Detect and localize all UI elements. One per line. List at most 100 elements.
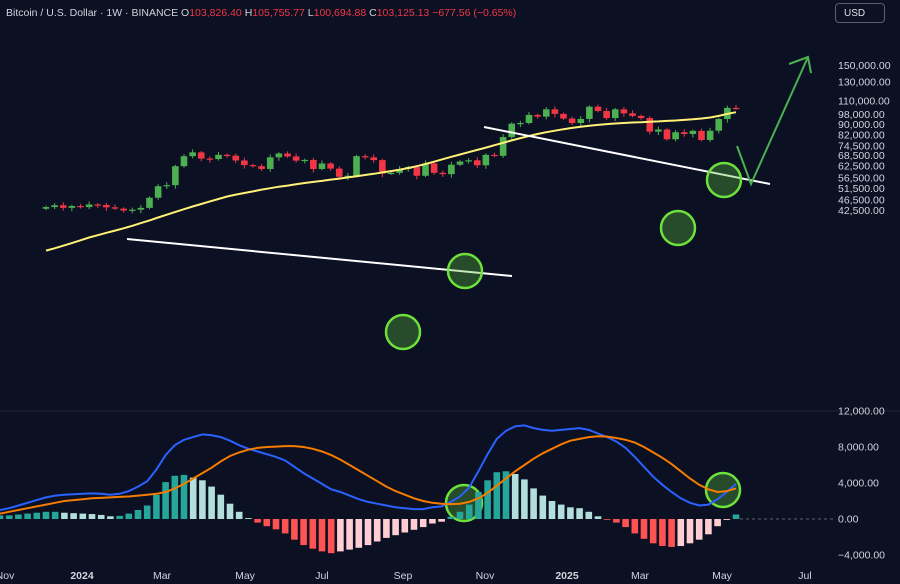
macd-histogram-bar [107, 516, 114, 519]
open-label: O [181, 7, 190, 19]
price-tick-label: 42,500.00 [838, 205, 885, 217]
macd-histogram-bar [521, 479, 528, 519]
highlight-circle [705, 161, 743, 199]
macd-histogram-bar [714, 519, 721, 527]
macd-histogram-bar [447, 516, 455, 519]
macd-histogram-bar [5, 515, 13, 519]
time-tick-label: 2025 [555, 570, 579, 582]
candle-body [603, 111, 610, 119]
candle-body [249, 165, 257, 167]
price-tick-label: 51,500.00 [838, 183, 885, 195]
macd-histogram-bar [24, 513, 31, 519]
macd-histogram-bar [180, 474, 188, 519]
macd-histogram-bar [723, 519, 731, 520]
macd-histogram-bar [686, 519, 694, 544]
macd-histogram-bar [631, 519, 639, 534]
time-tick-label: May [235, 570, 256, 582]
candle-body [706, 130, 714, 140]
candle-body [146, 197, 153, 208]
highlight-circle [446, 252, 484, 290]
macd-histogram-bar [15, 514, 22, 519]
time-tick-label: Nov [476, 570, 495, 582]
candle-body [611, 109, 619, 119]
macd-histogram-bar [337, 519, 344, 552]
projection-arrow [736, 56, 809, 187]
macd-histogram-bar [346, 519, 353, 550]
macd-histogram-bar [548, 501, 556, 519]
macd-histogram-bar [567, 507, 574, 519]
candle-body [241, 160, 248, 166]
macd-histogram-bar [51, 511, 59, 519]
macd-histogram-bar [484, 480, 491, 519]
candle-body [232, 155, 240, 161]
macd-tick-label: 0.00 [838, 514, 859, 526]
macd-histogram-bar [511, 474, 519, 519]
time-tick-label: Mar [631, 570, 650, 582]
macd-histogram-bar [594, 516, 602, 519]
macd-histogram-bar [475, 492, 482, 519]
candle-body [568, 118, 576, 124]
candle-body [120, 208, 127, 211]
candle-body [172, 166, 179, 186]
candle-body [128, 209, 136, 211]
macd-histogram-bar [33, 512, 41, 519]
candle-body [284, 153, 291, 157]
candle-body [525, 114, 533, 124]
price-tick-label: 150,000.00 [838, 60, 891, 72]
macd-histogram-bar [530, 488, 537, 519]
candle-body [542, 109, 550, 117]
macd-pane: 12,000.00 8,000.00 4,000.00 0.00 −4,000.00 [0, 406, 885, 562]
macd-histogram-bar [245, 518, 252, 519]
candle-body [77, 206, 84, 208]
candle-body [258, 166, 265, 169]
candle-body [456, 161, 464, 165]
macd-histogram-bar [153, 494, 160, 519]
candle-body [292, 156, 300, 161]
price-tick-label: 68,500.00 [838, 150, 885, 162]
macd-histogram-bar [373, 519, 381, 542]
candle-body [85, 204, 93, 208]
currency-button[interactable]: USD [835, 3, 885, 23]
candle-body [672, 132, 679, 140]
candle-body [51, 205, 58, 208]
macd-histogram-bar [171, 475, 179, 519]
macd-histogram-bar [410, 519, 418, 530]
macd-histogram-bar [235, 511, 243, 519]
signal-line [0, 435, 737, 515]
candle-body [629, 113, 636, 116]
macd-tick-label: 8,000.00 [838, 442, 879, 454]
candle-body [439, 172, 447, 175]
candle-body [655, 129, 662, 132]
price-tick-label: 90,000.00 [838, 119, 885, 131]
macd-histogram-bar [162, 482, 169, 519]
macd-histogram-bar [695, 519, 703, 540]
candle-body [551, 109, 559, 114]
macd-histogram-bar [705, 519, 712, 535]
candle-body [361, 156, 369, 158]
candle-body [266, 157, 274, 169]
macd-histogram-bar [585, 511, 593, 519]
time-tick-label: Mar [153, 570, 172, 582]
highlight-circle [384, 313, 422, 351]
candle-body [197, 152, 205, 159]
macd-histogram-bar [732, 514, 740, 519]
price-axis: 150,000.00 130,000.00 110,000.0098,000.009… [838, 60, 891, 217]
price-tick-label: 82,000.00 [838, 129, 885, 141]
candle-body [310, 159, 317, 169]
macd-histogram-bar [143, 505, 151, 519]
macd-histogram-bar [189, 477, 197, 519]
macd-histogram-bar [640, 519, 648, 539]
moving-average-line [45, 111, 737, 252]
candle-body [301, 159, 309, 162]
macd-histogram-bar [557, 504, 565, 519]
price-tick-label: 62,500.00 [838, 161, 885, 173]
candle-body [94, 204, 102, 206]
macd-histogram-bar [383, 519, 390, 538]
macd-histogram-bar [456, 511, 464, 519]
candle-body [448, 164, 455, 175]
high-value: 105,755.77 [252, 7, 305, 19]
macd-histogram-bar [97, 514, 105, 519]
candle-body [379, 160, 386, 174]
